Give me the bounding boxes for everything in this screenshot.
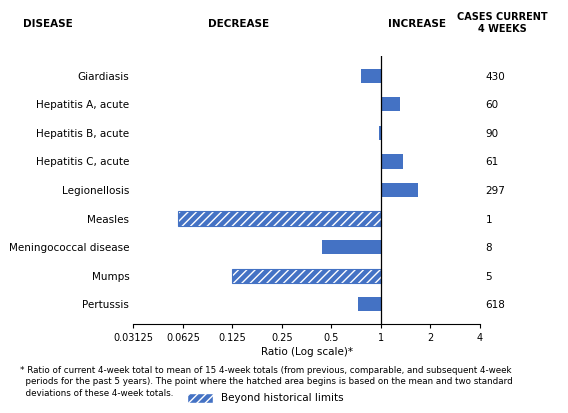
Bar — [357, 297, 381, 311]
Text: CASES CURRENT
4 WEEKS: CASES CURRENT 4 WEEKS — [457, 12, 548, 34]
Text: DECREASE: DECREASE — [208, 19, 269, 28]
Bar — [232, 268, 381, 283]
Bar — [379, 126, 381, 140]
Bar — [381, 154, 403, 169]
Bar — [381, 97, 400, 112]
Text: DISEASE: DISEASE — [23, 19, 73, 28]
Bar — [178, 211, 381, 225]
Text: * Ratio of current 4-week total to mean of 15 4-week totals (from previous, comp: * Ratio of current 4-week total to mean … — [20, 366, 513, 398]
Bar — [232, 268, 381, 283]
Bar — [178, 211, 381, 225]
Bar — [361, 69, 381, 83]
Text: INCREASE: INCREASE — [389, 19, 446, 28]
Legend: Beyond historical limits: Beyond historical limits — [182, 389, 348, 408]
Bar — [381, 183, 418, 197]
X-axis label: Ratio (Log scale)*: Ratio (Log scale)* — [261, 347, 353, 357]
Bar — [323, 240, 381, 254]
